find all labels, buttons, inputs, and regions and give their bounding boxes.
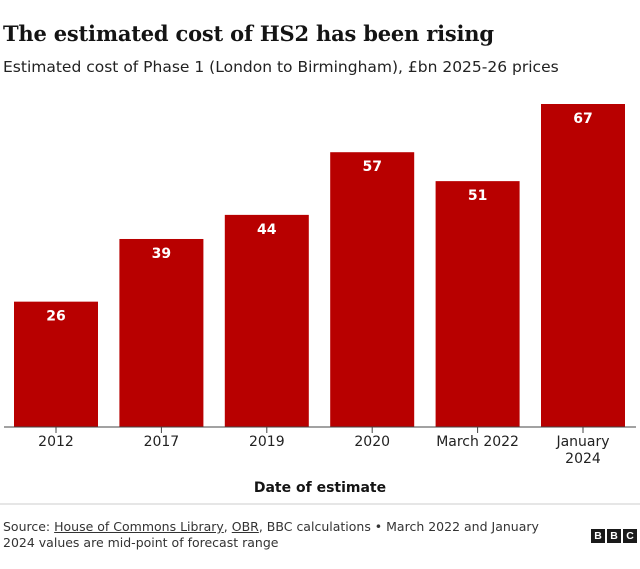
bbc-logo-letter-2: B (607, 529, 621, 543)
x-tick-label-5: January 2024 (555, 434, 609, 467)
source-prefix: Source: (3, 519, 55, 534)
bar-1 (119, 238, 204, 427)
bar-5 (541, 104, 625, 427)
bar-2 (224, 214, 309, 427)
source-note: Source: House of Commons Library, OBR, B… (3, 519, 573, 551)
x-axis-title: Date of estimate (254, 480, 386, 496)
source-link-obr[interactable]: OBR (231, 519, 259, 534)
bar-3 (330, 152, 415, 427)
x-tick-label-0: 2012 (38, 434, 74, 450)
chart-title: The estimated cost of HS2 has been risin… (3, 21, 494, 46)
bar-value-label-0: 26 (46, 309, 65, 325)
bar-value-label-3: 57 (362, 159, 381, 175)
bar-4 (435, 181, 520, 427)
bar-value-label-1: 39 (152, 246, 171, 262)
bar-chart: 26 2012 39 2017 44 2019 57 2020 51 March 2022 67 Ja… (0, 104, 640, 505)
x-tick-label-2: 2019 (249, 434, 285, 450)
bar-value-label-4: 51 (468, 188, 487, 204)
bar-0 (14, 301, 98, 427)
bar-value-label-5: 67 (573, 111, 592, 127)
source-rest: , BBC calculations • March 2022 and Janu… (3, 519, 539, 550)
source-separator: , (223, 519, 232, 534)
bbc-logo-letter-1: B (591, 529, 605, 543)
bar-value-label-2: 44 (257, 222, 277, 238)
chart-subtitle: Estimated cost of Phase 1 (London to Bir… (3, 58, 559, 76)
bbc-logo-letter-3: C (623, 529, 637, 543)
x-tick-label-4: March 2022 (436, 434, 519, 450)
x-tick-label-3: 2020 (354, 434, 390, 450)
x-tick-label-1: 2017 (144, 434, 180, 450)
bbc-logo: B B C (591, 529, 637, 543)
source-link-commons-library[interactable]: House of Commons Library (54, 519, 224, 534)
